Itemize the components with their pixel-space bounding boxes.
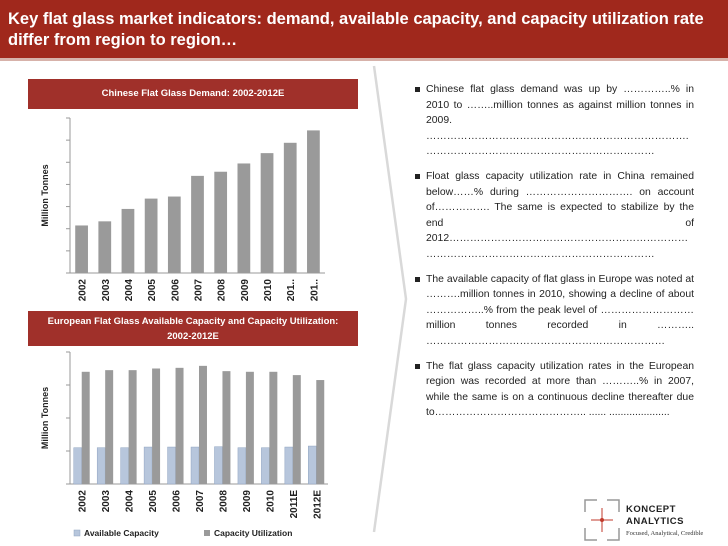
- chevron-arrow-icon: [372, 65, 408, 533]
- x-tick-label: 2002: [78, 490, 89, 513]
- bar-available-capacity: [261, 447, 270, 485]
- bar-available-capacity: [143, 446, 153, 485]
- title-bar: Key flat glass market indicators: demand…: [0, 0, 728, 58]
- bar-demand: [283, 142, 297, 273]
- x-tick-label: 2002: [78, 279, 89, 302]
- y-axis-label: Million Tonnes: [40, 164, 50, 226]
- bar-demand: [121, 208, 135, 273]
- bar-capacity-utilization: [316, 380, 325, 484]
- bar-available-capacity: [167, 446, 176, 485]
- x-tick-label: 2006: [170, 279, 181, 302]
- bar-capacity-utilization: [152, 368, 161, 484]
- chart2-banner: European Flat Glass Available Capacity a…: [28, 311, 358, 346]
- bullet-square-icon: [415, 173, 420, 179]
- legend-label-utilization: Capacity Utilization: [214, 528, 292, 538]
- bar-available-capacity: [120, 447, 129, 485]
- chart1-banner: Chinese Flat Glass Demand: 2002-2012E: [28, 79, 358, 109]
- bar-available-capacity: [308, 445, 317, 485]
- bullet-text: Float glass capacity utilization rate in…: [426, 170, 694, 260]
- bar-capacity-utilization: [245, 371, 254, 484]
- bullet-list: Chinese flat glass demand was up by ……………: [414, 82, 694, 430]
- bar-available-capacity: [214, 446, 223, 485]
- y-axis-label: Million Tonnes: [40, 387, 50, 449]
- x-tick-label: 2003: [101, 490, 112, 513]
- logo-brand-line2: ANALYTICS: [626, 516, 684, 527]
- bar-available-capacity: [237, 447, 247, 485]
- bar-demand: [75, 225, 88, 273]
- bar-capacity-utilization: [128, 370, 137, 484]
- bar-capacity-utilization: [81, 371, 90, 484]
- bar-available-capacity: [284, 446, 294, 485]
- legend-swatch-utilization: [204, 530, 210, 536]
- bar-demand: [144, 198, 158, 273]
- bar-capacity-utilization: [269, 371, 278, 484]
- bullet-text: The available capacity of flat glass in …: [426, 273, 694, 347]
- legend-swatch-available: [73, 529, 81, 537]
- bar-available-capacity: [96, 447, 106, 485]
- bar-demand: [191, 175, 204, 273]
- x-tick-label: 2012E: [312, 490, 323, 519]
- x-tick-label: 2011E: [289, 490, 300, 519]
- x-tick-label: 2008: [218, 490, 229, 513]
- europe-capacity-chart: 2002 2003 2004 2005 2006 2007 2008 2009 2010 2011…: [40, 351, 328, 538]
- chart2-banner-line2: 2002-2012E: [167, 331, 219, 342]
- bullet-square-icon: [415, 87, 420, 92]
- x-tick-label: 2004: [125, 490, 136, 513]
- x-tick-label: 201..: [309, 279, 320, 301]
- bullet-square-icon: [415, 276, 420, 282]
- bullet-text: Chinese flat glass demand was up by ……………: [426, 84, 694, 158]
- bullet-square-icon: [415, 363, 420, 369]
- x-tick-label: 201..: [286, 279, 297, 301]
- bar-capacity-utilization: [199, 365, 207, 484]
- koncept-logo: KONCEPT ANALYTICS Focused, Analytical, C…: [583, 498, 713, 544]
- bar-available-capacity: [73, 447, 82, 485]
- logo-tagline: Focused, Analytical, Credible: [626, 530, 704, 537]
- x-tick-label: 2010: [265, 490, 276, 513]
- bar-capacity-utilization: [175, 367, 184, 484]
- bar-demand: [307, 130, 320, 273]
- bullet-item: The flat glass capacity utilization rate…: [414, 359, 694, 421]
- x-tick-label: 2007: [194, 279, 205, 302]
- x-tick-label: 2008: [217, 279, 228, 302]
- x-tick-label: 2006: [172, 490, 183, 513]
- bar-demand: [260, 153, 274, 273]
- legend-label-available: Available Capacity: [84, 528, 159, 538]
- bullet-item: The available capacity of flat glass in …: [414, 272, 694, 350]
- chart2-banner-line1: European Flat Glass Available Capacity a…: [47, 316, 339, 327]
- bullet-item: Float glass capacity utilization rate in…: [414, 169, 694, 263]
- bar-demand: [167, 196, 181, 273]
- bullet-text: The flat glass capacity utilization rate…: [426, 360, 694, 419]
- x-tick-label: 2007: [195, 490, 206, 513]
- bar-demand: [98, 221, 112, 273]
- x-tick-label: 2005: [147, 279, 158, 302]
- bar-capacity-utilization: [105, 370, 114, 484]
- china-demand-chart: 2002 2003 2004 2005 2006 2007 2008 2009 2010 201.…: [40, 117, 325, 302]
- x-tick-label: 2010: [263, 279, 274, 302]
- bar-demand: [237, 163, 251, 273]
- x-tick-label: 2009: [242, 490, 253, 513]
- bullet-item: Chinese flat glass demand was up by ……………: [414, 82, 694, 160]
- x-tick-label: 2009: [240, 279, 251, 302]
- bar-capacity-utilization: [222, 371, 231, 484]
- crosshair-logo-icon: [584, 499, 620, 541]
- x-tick-label: 2005: [148, 490, 159, 513]
- bar-demand: [214, 171, 228, 273]
- bar-capacity-utilization: [292, 375, 301, 484]
- title-underline: [0, 58, 728, 61]
- x-tick-label: 2004: [124, 279, 135, 302]
- bar-available-capacity: [190, 446, 200, 485]
- logo-brand-line1: KONCEPT: [626, 504, 676, 515]
- page-title: Key flat glass market indicators: demand…: [8, 10, 704, 49]
- x-tick-label: 2003: [101, 279, 112, 302]
